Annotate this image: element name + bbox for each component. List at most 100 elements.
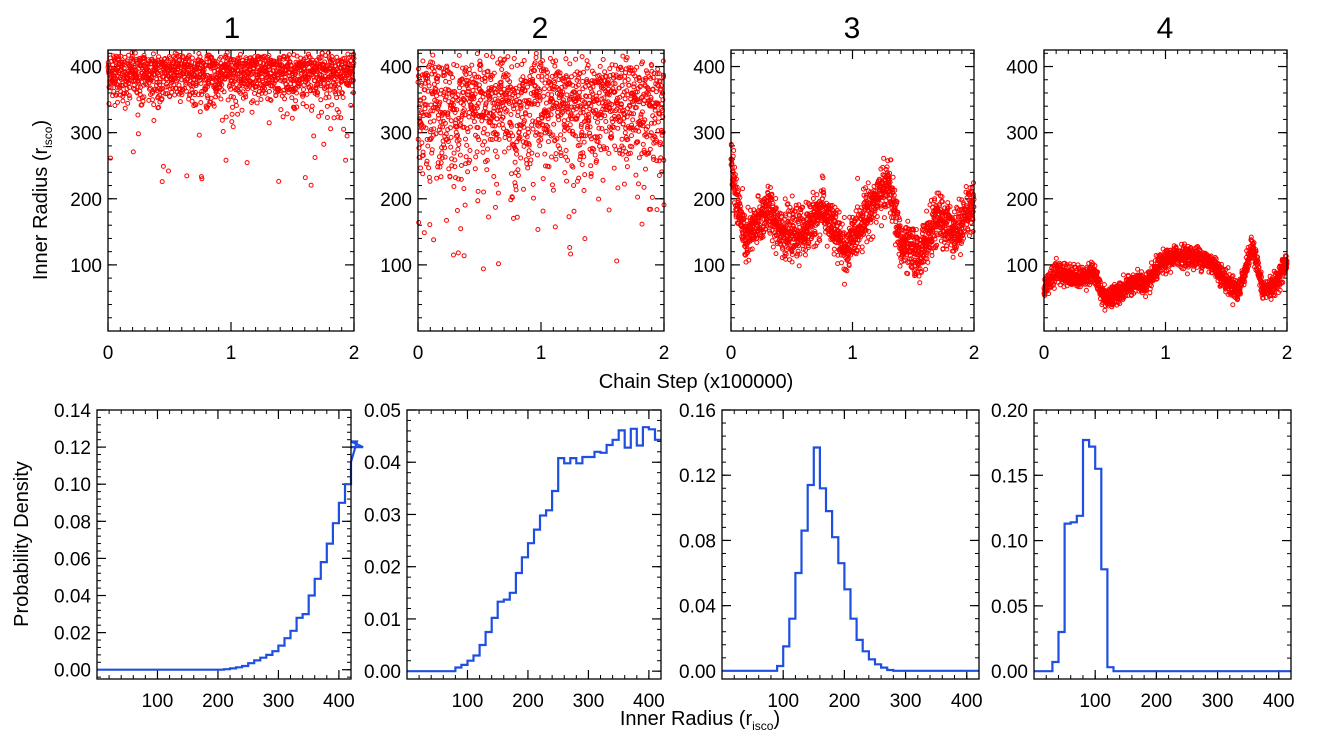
trace-point [121,65,127,71]
trace-point [151,118,157,123]
y-tick-label: 300 [1006,124,1038,145]
trace-point [651,120,657,126]
trace-point [550,59,556,65]
trace-point [445,139,451,144]
trace-point [344,133,350,139]
trace-point [141,52,147,58]
trace-point [330,57,335,63]
trace-point [206,80,212,86]
trace-point [541,66,547,72]
trace-point [249,109,255,115]
trace-point [565,157,571,163]
trace-point [552,224,558,230]
trace-point [581,188,587,193]
trace-point [1053,255,1059,261]
trace-point [420,58,426,64]
trace-point [241,66,247,72]
trace-point [588,171,594,177]
trace-point [301,87,306,92]
trace-point [553,156,559,162]
trace-point [157,92,163,98]
trace-point [446,166,452,172]
y-tick-label: 400 [380,58,412,79]
trace-point [540,58,545,64]
trace-point [314,72,320,78]
trace-point [521,118,527,124]
trace-point [428,127,434,133]
trace-point [122,105,128,111]
trace-point [600,177,606,183]
trace-point [509,171,514,177]
x-tick-label: 0 [726,343,737,364]
trace-point [438,119,444,125]
trace-point [592,152,598,158]
trace-point [122,54,128,60]
trace-point [537,89,543,94]
trace-point [416,145,422,151]
trace-point [112,59,118,65]
trace-point [859,249,865,255]
trace-point [573,56,579,62]
trace-point [435,76,440,81]
trace-points [1041,234,1290,313]
trace-point [116,54,122,60]
trace-point [436,116,442,121]
trace-point [501,57,507,63]
trace-point [655,119,661,125]
trace-point [229,78,235,84]
y-tick-label: 400 [70,58,102,79]
trace-point [526,129,532,135]
trace-point [545,124,551,130]
trace-point [425,143,431,149]
trace-point [156,104,162,110]
trace-point [481,70,487,76]
trace-point [596,90,602,96]
trace-point [137,91,143,97]
trace-point [300,101,306,107]
trace-point [550,132,556,138]
trace-point [309,103,315,109]
trace-point [125,100,131,106]
trace-point [437,65,443,71]
trace-point [494,181,500,187]
trace-point [956,196,962,202]
trace-point [419,80,425,86]
trace-point [441,72,447,78]
trace-point [540,208,546,214]
trace-point [622,96,628,102]
trace-point [558,150,564,156]
trace-point [449,90,455,96]
trace-point [237,51,243,57]
trace-point [150,51,156,57]
trace-point [509,195,515,200]
x-tick-label: 2 [969,343,980,364]
trace-point [810,189,816,195]
trace-point [337,85,343,91]
trace-point [547,129,553,135]
trace-point [199,176,205,182]
trace-point [452,164,458,170]
trace-point [544,69,550,75]
y-tick-label: 200 [1006,190,1038,211]
trace-point [873,219,879,225]
trace-point [548,81,554,87]
trace-point [536,74,541,79]
trace-point [842,281,847,287]
trace-point [782,196,788,202]
trace-point [521,143,527,149]
trace-point [450,102,456,108]
trace-point [504,108,510,113]
trace-point [443,78,449,84]
trace-point [499,67,505,72]
trace-point [319,109,324,115]
trace-point [498,84,504,90]
trace-point [444,217,449,223]
trace-point [456,52,462,58]
trace-point [461,253,467,259]
trace-point [498,82,504,88]
trace-point [655,66,661,72]
trace-point [151,102,157,108]
trace-point [494,131,500,137]
trace-point [595,119,600,125]
trace-point [127,95,133,101]
